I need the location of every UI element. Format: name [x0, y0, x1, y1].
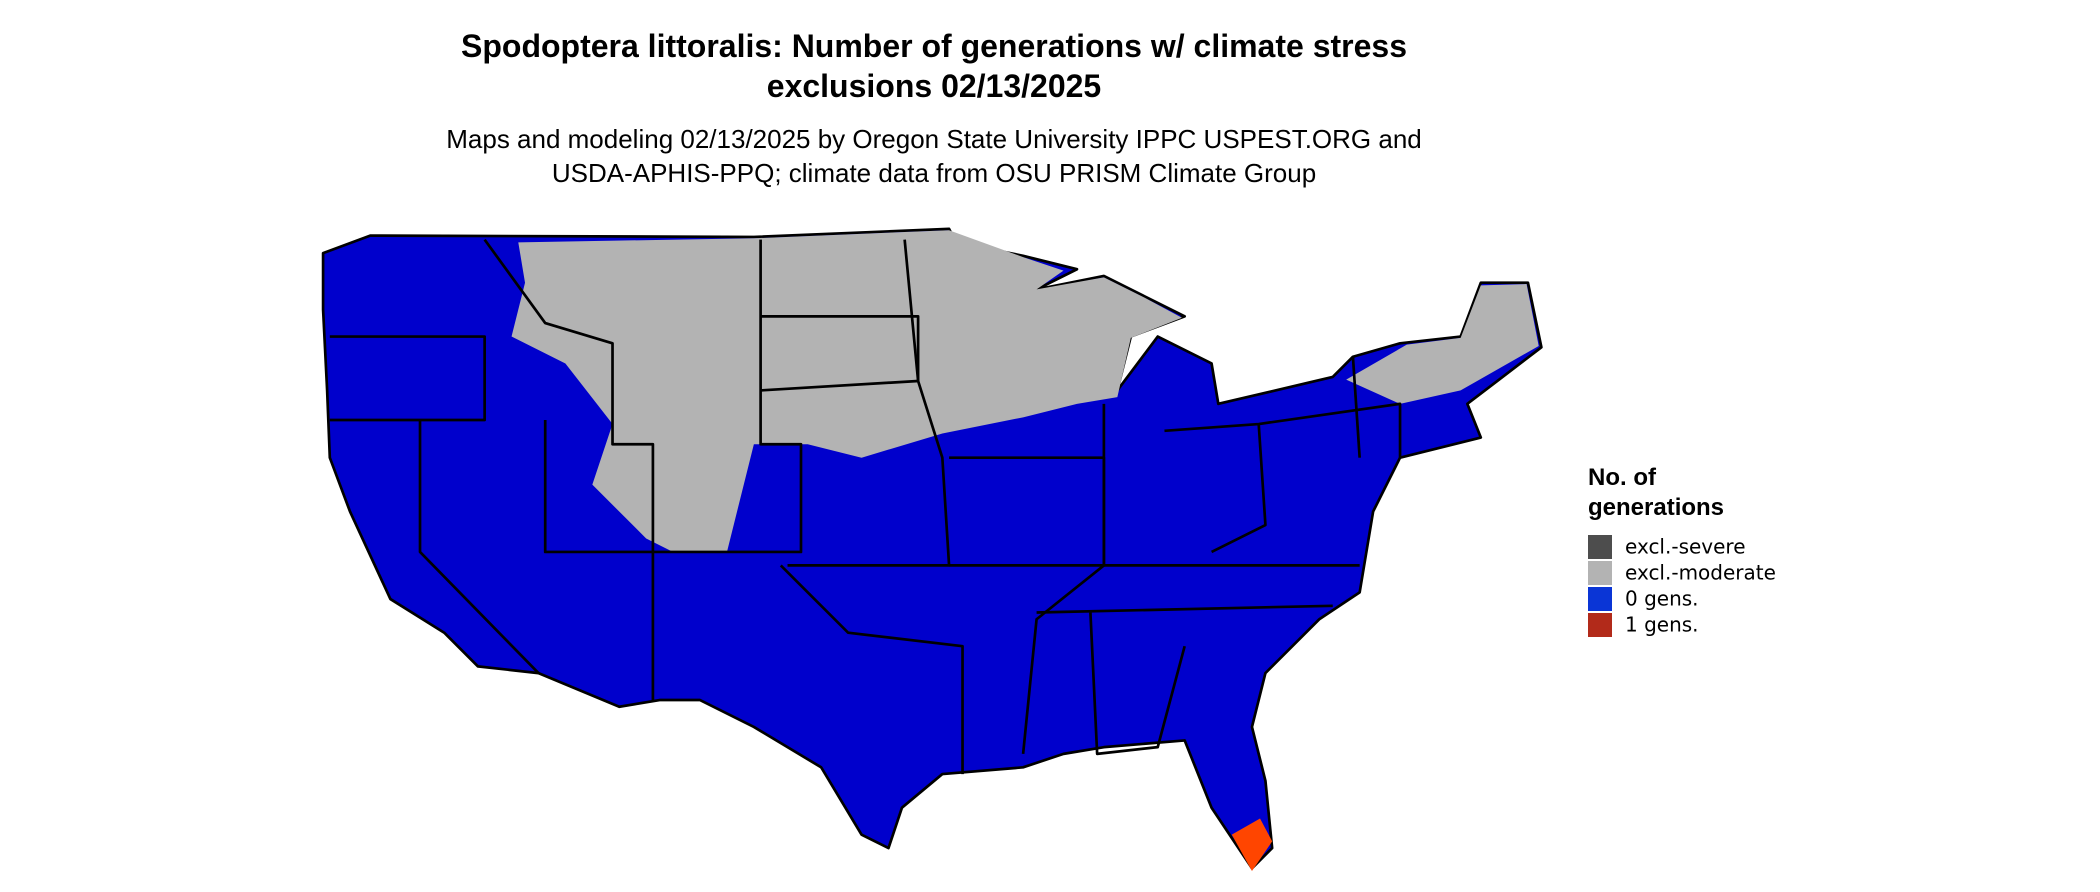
legend-swatch: [1588, 613, 1612, 637]
legend-title: No. of: [1588, 464, 1657, 491]
one-gen-zone: [1231, 818, 1273, 871]
map: [321, 227, 1543, 871]
legend-swatch: [1588, 561, 1612, 585]
legend-label: 1 gens.: [1625, 613, 1699, 637]
state-borders: [329, 238, 1402, 775]
legend-label: 0 gens.: [1625, 587, 1699, 611]
subtitle: USDA-APHIS-PPQ; climate data from OSU PR…: [552, 158, 1316, 188]
title: exclusions 02/13/2025: [767, 68, 1101, 104]
moderate-zone: [511, 230, 1182, 552]
legend-label: excl.-moderate: [1625, 561, 1776, 585]
subtitle: Maps and modeling 02/13/2025 by Oregon S…: [446, 124, 1422, 154]
legend-title: generations: [1588, 494, 1724, 521]
title: Spodoptera littoralis: Number of generat…: [461, 28, 1407, 64]
legend-swatch: [1588, 587, 1612, 611]
legend-label: excl.-severe: [1625, 535, 1746, 559]
legend-swatch: [1588, 535, 1612, 559]
moderate-zone: [1346, 284, 1539, 404]
